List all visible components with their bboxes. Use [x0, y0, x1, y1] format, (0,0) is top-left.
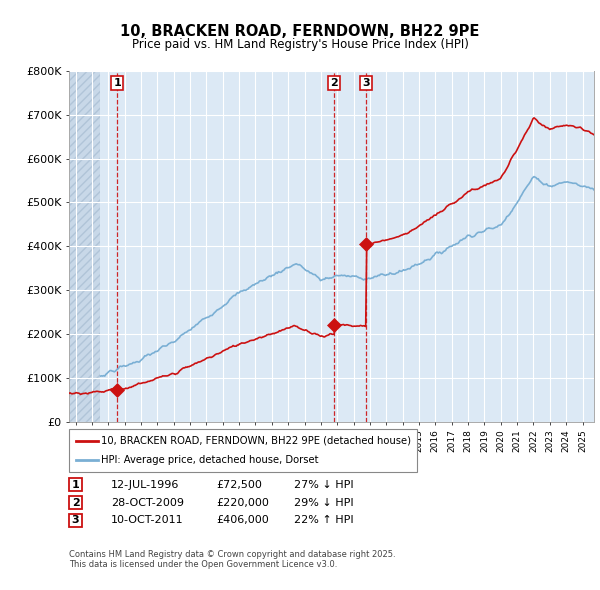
Text: 1: 1 — [113, 78, 121, 88]
Text: 10, BRACKEN ROAD, FERNDOWN, BH22 9PE: 10, BRACKEN ROAD, FERNDOWN, BH22 9PE — [121, 24, 479, 38]
Text: £220,000: £220,000 — [216, 498, 269, 507]
Text: 27% ↓ HPI: 27% ↓ HPI — [294, 480, 353, 490]
Bar — [69, 71, 100, 422]
Text: 12-JUL-1996: 12-JUL-1996 — [111, 480, 179, 490]
Text: 22% ↑ HPI: 22% ↑ HPI — [294, 516, 353, 525]
Text: £72,500: £72,500 — [216, 480, 262, 490]
Bar — [69, 71, 100, 422]
Text: 1: 1 — [72, 480, 79, 490]
Text: 29% ↓ HPI: 29% ↓ HPI — [294, 498, 353, 507]
Text: 28-OCT-2009: 28-OCT-2009 — [111, 498, 184, 507]
Text: 10, BRACKEN ROAD, FERNDOWN, BH22 9PE (detached house): 10, BRACKEN ROAD, FERNDOWN, BH22 9PE (de… — [101, 435, 412, 445]
Text: £406,000: £406,000 — [216, 516, 269, 525]
Text: 2: 2 — [72, 498, 79, 507]
Text: 10-OCT-2011: 10-OCT-2011 — [111, 516, 184, 525]
Text: 3: 3 — [72, 516, 79, 525]
Text: Price paid vs. HM Land Registry's House Price Index (HPI): Price paid vs. HM Land Registry's House … — [131, 38, 469, 51]
Text: Contains HM Land Registry data © Crown copyright and database right 2025.
This d: Contains HM Land Registry data © Crown c… — [69, 550, 395, 569]
Text: HPI: Average price, detached house, Dorset: HPI: Average price, detached house, Dors… — [101, 455, 319, 466]
Text: 2: 2 — [331, 78, 338, 88]
Text: 3: 3 — [362, 78, 370, 88]
